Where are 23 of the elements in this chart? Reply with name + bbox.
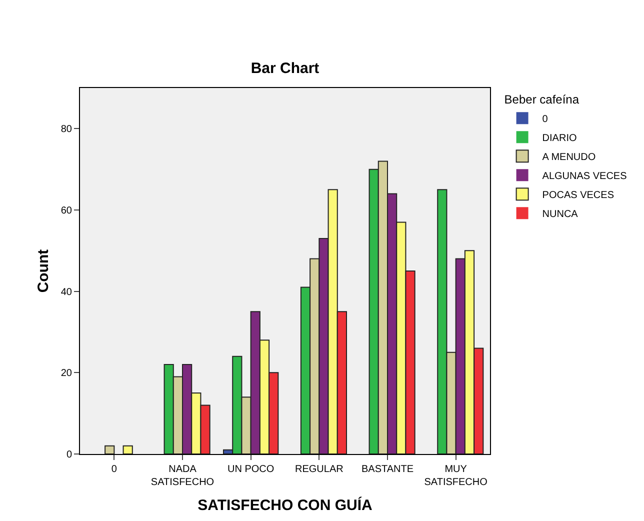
- chart-title: Bar Chart: [250, 60, 320, 77]
- y-axis-title: Count: [35, 249, 52, 293]
- legend-label: 0: [542, 114, 548, 125]
- x-tick-label: NADA SATISFECHO: [150, 464, 214, 488]
- x-tick-label: REGULAR: [294, 464, 344, 475]
- y-tick-label: 80: [60, 124, 72, 136]
- y-tick-label: 60: [60, 206, 72, 216]
- x-tick-label: BASTANTE: [361, 464, 414, 475]
- legend-label: DIARIO: [542, 133, 577, 144]
- legend-label: ALGUNAS VECES: [542, 171, 628, 182]
- y-tick-label: 0: [66, 450, 72, 460]
- y-tick-label: 20: [60, 368, 72, 380]
- legend-label: POCAS VECES: [542, 190, 614, 201]
- x-tick-label: UN POCO: [227, 464, 274, 475]
- x-tick-label: MUY SATISFECHO: [424, 464, 488, 488]
- bar: [122, 445, 133, 454]
- legend-label: A MENUDO: [542, 152, 596, 163]
- legend-label: NUNCA: [542, 209, 578, 220]
- bar: [104, 445, 115, 454]
- y-tick-label: 40: [60, 286, 72, 298]
- x-tick-label: 0: [111, 464, 118, 475]
- x-axis-title: SATISFECHO CON GUÍA: [198, 496, 373, 514]
- legend-title: Beber cafeína: [504, 92, 580, 107]
